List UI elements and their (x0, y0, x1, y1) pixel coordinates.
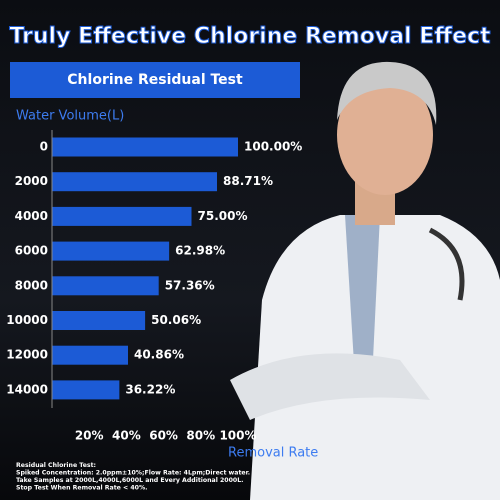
value-label: 100.00% (244, 140, 302, 154)
subtitle: Chlorine Residual Test (67, 72, 243, 88)
value-label: 88.71% (223, 174, 273, 188)
value-label: 62.98% (175, 244, 225, 258)
note-line: Spiked Concentration: 2.0ppm±10%;Flow Ra… (16, 470, 250, 477)
bar (52, 380, 120, 400)
x-tick-label: 80% (186, 429, 215, 443)
bar (52, 137, 238, 157)
value-label: 75.00% (198, 209, 248, 223)
y-tick-label: 14000 (6, 382, 48, 396)
bar (52, 311, 146, 330)
note-line: Take Samples at 2000L,4000L,6000L and Ev… (16, 477, 244, 484)
y-tick-label: 0 (40, 140, 48, 154)
bar (52, 345, 128, 365)
doctor-illustration (230, 61, 500, 500)
note-line: Residual Chlorine Test: (16, 462, 96, 469)
bar (52, 172, 218, 192)
y-axis-label: Water Volume(L) (16, 109, 124, 124)
x-tick-label: 100% (219, 429, 256, 443)
value-label: 50.06% (151, 313, 201, 327)
value-label: 36.22% (125, 382, 175, 396)
bar (52, 276, 159, 296)
value-label: 40.86% (134, 348, 184, 362)
note-line: Stop Test When Removal Rate < 40%. (16, 485, 148, 492)
notes: Residual Chlorine Test:Spiked Concentrat… (16, 462, 250, 492)
y-tick-label: 10000 (6, 313, 48, 327)
value-label: 57.36% (165, 278, 215, 292)
x-tick-label: 20% (75, 429, 104, 443)
subtitle-banner (10, 62, 300, 98)
x-tick-label: 40% (112, 429, 141, 443)
y-tick-label: 4000 (15, 209, 48, 223)
chart-title: Truly Effective Chlorine Removal Effect (9, 24, 491, 49)
bar (52, 241, 170, 261)
y-tick-label: 2000 (15, 174, 48, 188)
y-tick-label: 6000 (15, 244, 48, 258)
x-axis-label: Removal Rate (228, 446, 318, 461)
x-tick-label: 60% (149, 429, 178, 443)
y-tick-label: 12000 (6, 348, 48, 362)
y-tick-label: 8000 (15, 278, 48, 292)
bar (52, 206, 192, 226)
